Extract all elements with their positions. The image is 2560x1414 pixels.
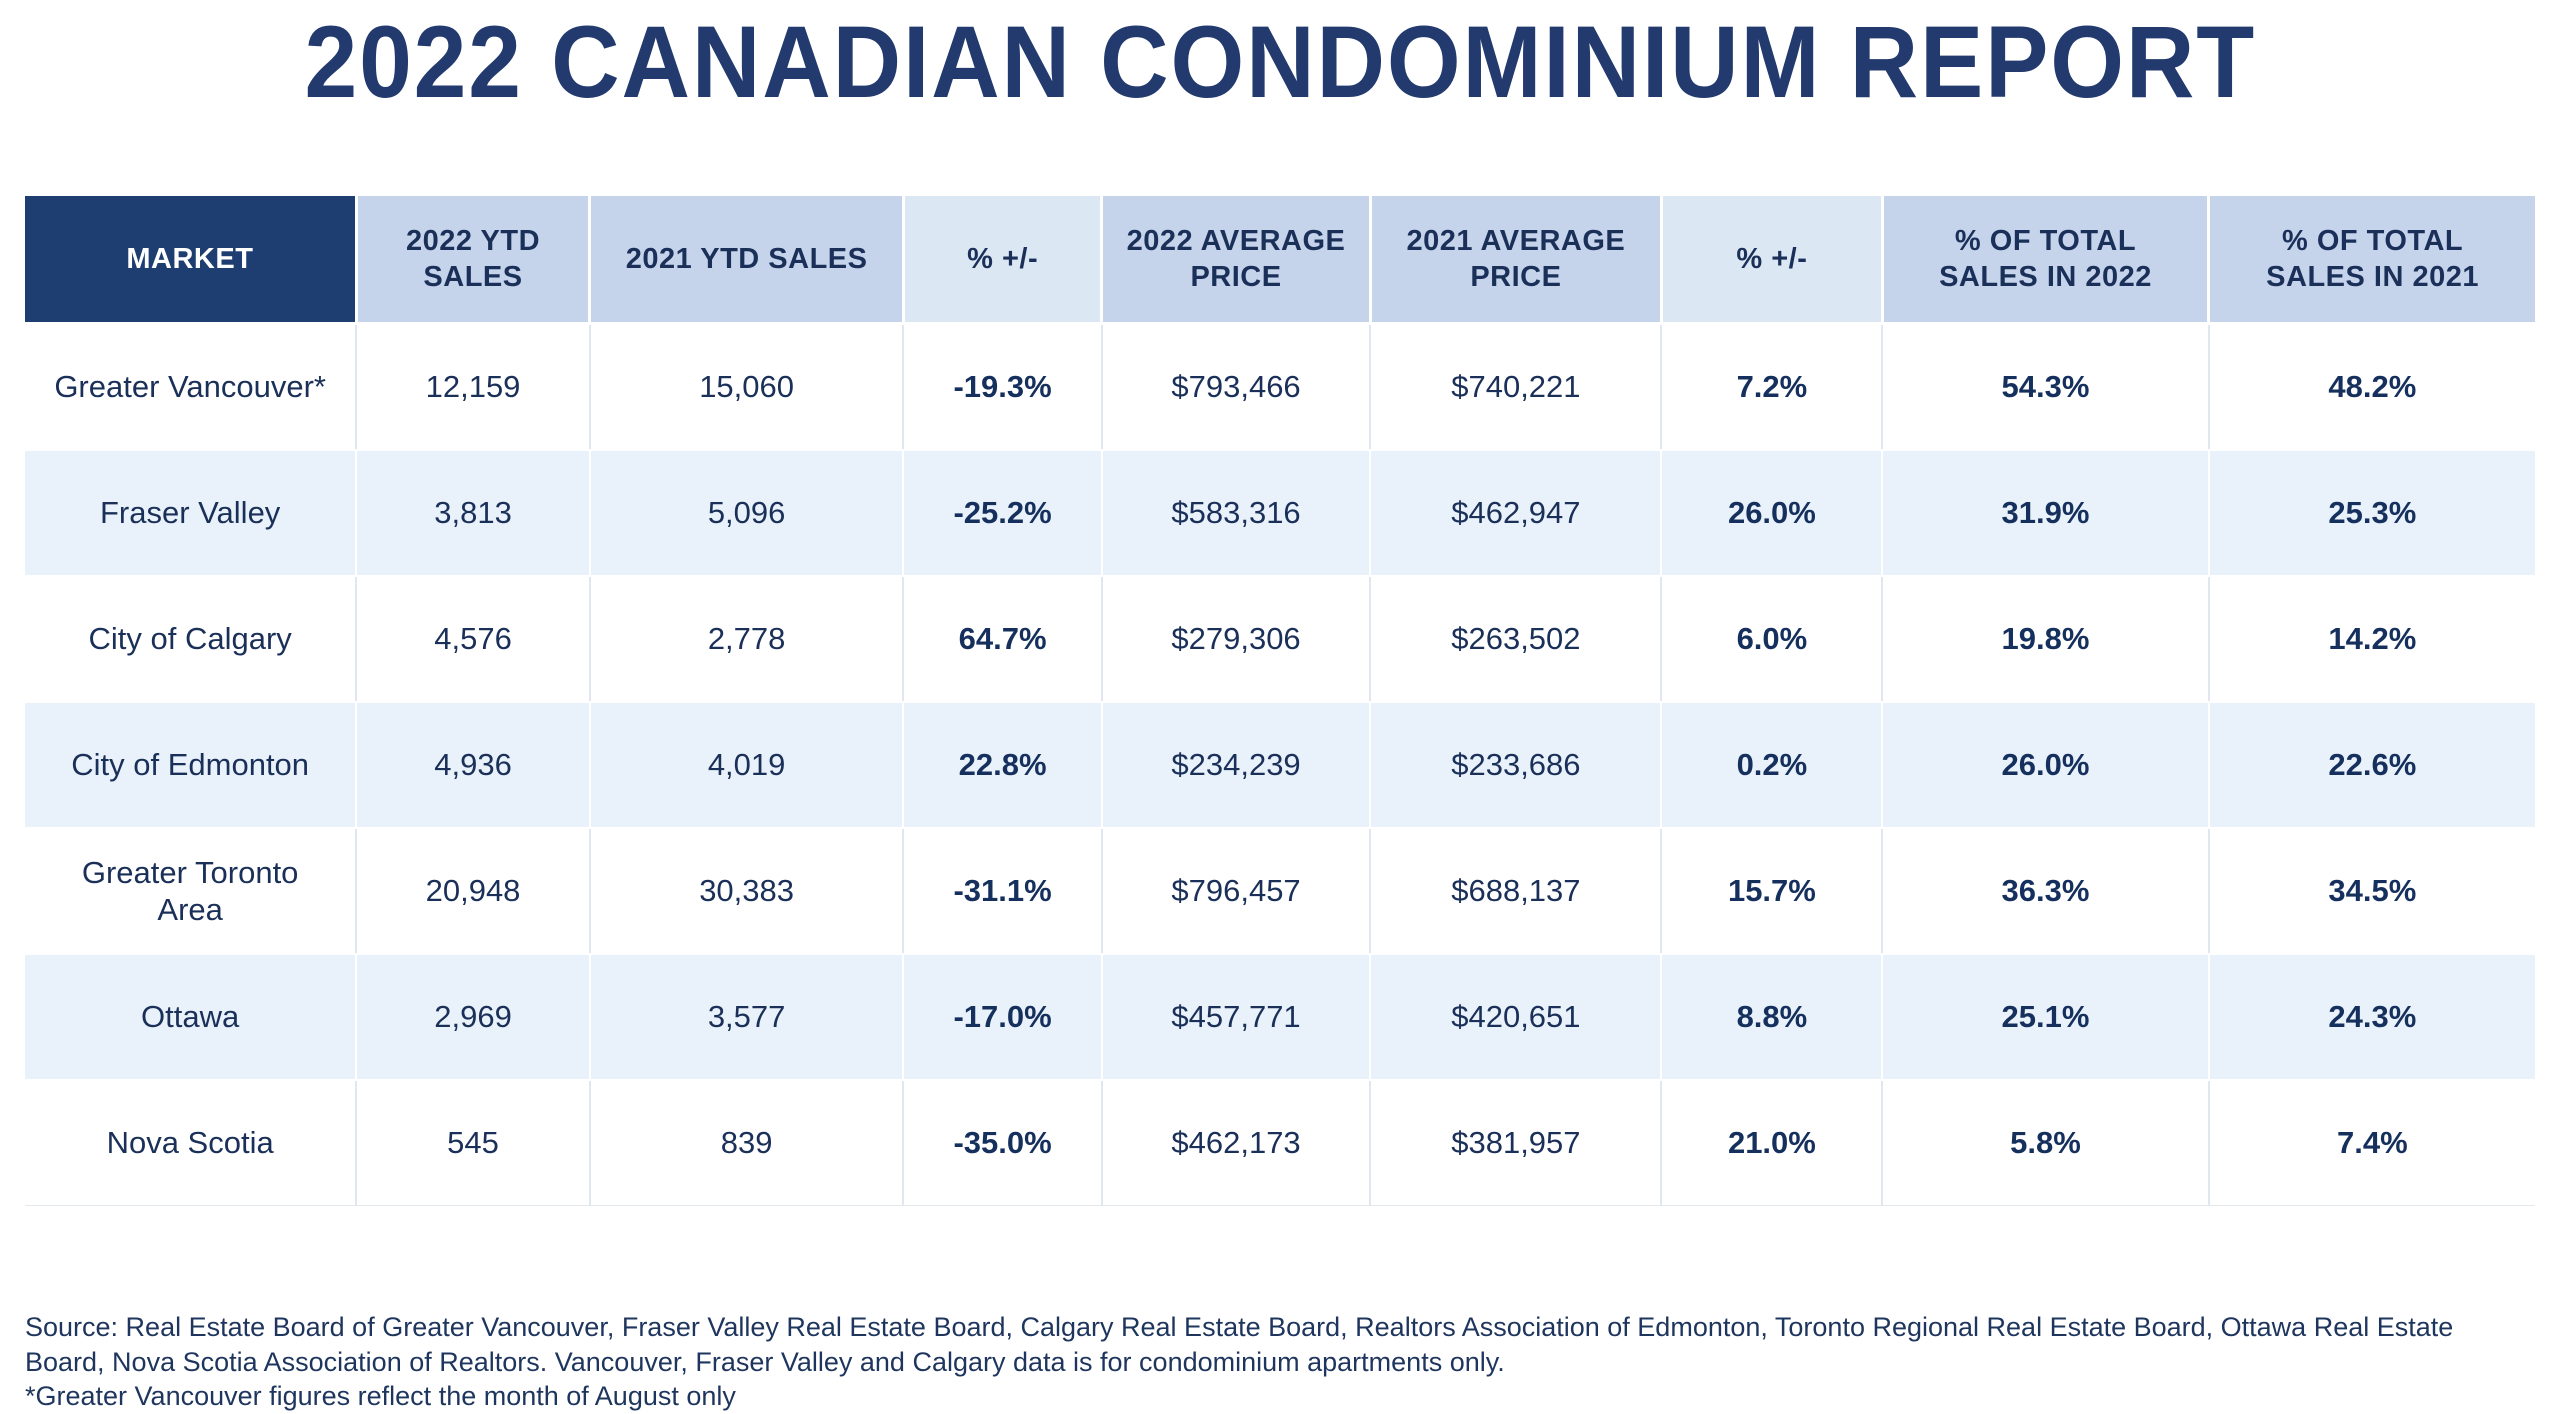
condo-report-table: MARKET 2022 YTD SALES 2021 YTD SALES% +/- 2… — [25, 196, 2535, 1206]
cell-sales2022: 4,576 — [356, 576, 591, 703]
cell-price2021: $381,957 — [1370, 1080, 1663, 1206]
cell-share2022: 31.9% — [1882, 450, 2210, 577]
cell-sales2022: 545 — [356, 1080, 591, 1206]
column-header-share2021: % OF TOTAL SALES IN 2021 — [2208, 196, 2535, 325]
cell-price2021: $462,947 — [1370, 450, 1663, 577]
cell-salesChange: -31.1% — [903, 828, 1103, 955]
table-row: City of Edmonton 4,936 4,019 22.8% $234,239 $… — [25, 702, 2535, 829]
cell-price2021: $420,651 — [1370, 954, 1663, 1081]
cell-salesChange: 64.7% — [903, 576, 1103, 703]
cell-share2021: 24.3% — [2208, 954, 2535, 1081]
cell-price2022: $796,457 — [1101, 828, 1372, 955]
cell-market: Greater Vancouver* — [25, 323, 358, 451]
cell-market: City of Edmonton — [25, 702, 358, 829]
cell-sales2021: 2,778 — [589, 576, 905, 703]
cell-share2021: 14.2% — [2208, 576, 2535, 703]
cell-sales2021: 3,577 — [589, 954, 905, 1081]
cell-sales2021: 30,383 — [589, 828, 905, 955]
table-row: Ottawa 2,969 3,577 -17.0% $457,771 $420,651 8.… — [25, 954, 2535, 1081]
cell-price2022: $583,316 — [1101, 450, 1372, 577]
cell-share2021: 48.2% — [2208, 323, 2535, 451]
cell-salesChange: -19.3% — [903, 323, 1103, 451]
cell-salesChange: -17.0% — [903, 954, 1103, 1081]
column-header-price2021: 2021 AVERAGE PRICE — [1370, 196, 1663, 325]
source-text: Source: Real Estate Board of Greater Van… — [25, 1312, 2454, 1377]
table-row: Fraser Valley 3,813 5,096 -25.2% $583,316 $46… — [25, 450, 2535, 577]
cell-sales2022: 3,813 — [356, 450, 591, 577]
cell-market: City of Calgary — [25, 576, 358, 703]
cell-priceChange: 0.2% — [1661, 702, 1884, 829]
table-row: City of Calgary 4,576 2,778 64.7% $279,306 $2… — [25, 576, 2535, 703]
column-header-market: MARKET — [25, 196, 358, 325]
cell-share2022: 54.3% — [1882, 323, 2210, 451]
cell-share2021: 22.6% — [2208, 702, 2535, 829]
cell-market: Nova Scotia — [25, 1080, 358, 1206]
cell-priceChange: 6.0% — [1661, 576, 1884, 703]
cell-price2022: $234,239 — [1101, 702, 1372, 829]
cell-price2021: $263,502 — [1370, 576, 1663, 703]
table-header-row: MARKET 2022 YTD SALES 2021 YTD SALES% +/- 2… — [25, 196, 2535, 325]
cell-price2022: $793,466 — [1101, 323, 1372, 451]
cell-market: Fraser Valley — [25, 450, 358, 577]
table-header: MARKET 2022 YTD SALES 2021 YTD SALES% +/- 2… — [25, 196, 2535, 325]
cell-sales2022: 20,948 — [356, 828, 591, 955]
table-body: Greater Vancouver* 12,159 15,060 -19.3% $793… — [25, 323, 2535, 1206]
cell-share2022: 5.8% — [1882, 1080, 2210, 1206]
footnote-text: *Greater Vancouver figures reflect the m… — [25, 1381, 736, 1412]
page-title-text: 2022 CANADIAN CONDOMINIUM REPORT — [304, 4, 2256, 119]
cell-price2022: $462,173 — [1101, 1080, 1372, 1206]
cell-sales2022: 4,936 — [356, 702, 591, 829]
cell-share2022: 36.3% — [1882, 828, 2210, 955]
cell-priceChange: 15.7% — [1661, 828, 1884, 955]
cell-price2021: $740,221 — [1370, 323, 1663, 451]
cell-priceChange: 8.8% — [1661, 954, 1884, 1081]
footer: Source: Real Estate Board of Greater Van… — [25, 1310, 2530, 1414]
cell-sales2021: 4,019 — [589, 702, 905, 829]
cell-salesChange: -35.0% — [903, 1080, 1103, 1206]
table-row: Greater Vancouver* 12,159 15,060 -19.3% $793… — [25, 323, 2535, 451]
cell-sales2022: 12,159 — [356, 323, 591, 451]
cell-priceChange: 26.0% — [1661, 450, 1884, 577]
cell-market: Greater Toronto Area — [25, 828, 358, 955]
table-row: Nova Scotia 545 839 -35.0% $462,173 $381,957 2… — [25, 1080, 2535, 1206]
cell-sales2021: 839 — [589, 1080, 905, 1206]
cell-sales2022: 2,969 — [356, 954, 591, 1081]
cell-price2021: $688,137 — [1370, 828, 1663, 955]
cell-salesChange: -25.2% — [903, 450, 1103, 577]
table-row: Greater Toronto Area 20,948 30,383 -31.1% $7… — [25, 828, 2535, 955]
cell-sales2021: 5,096 — [589, 450, 905, 577]
column-header-price2022: 2022 AVERAGE PRICE — [1101, 196, 1372, 325]
cell-share2022: 25.1% — [1882, 954, 2210, 1081]
cell-priceChange: 7.2% — [1661, 323, 1884, 451]
column-header-priceChange: % +/- — [1661, 196, 1884, 325]
cell-salesChange: 22.8% — [903, 702, 1103, 829]
column-header-sales2022: 2022 YTD SALES — [356, 196, 592, 325]
column-header-sales2021: 2021 YTD SALES — [589, 196, 905, 325]
cell-sales2021: 15,060 — [589, 323, 905, 451]
page-title: 2022 CANADIAN CONDOMINIUM REPORT — [0, 0, 2560, 119]
cell-price2021: $233,686 — [1370, 702, 1663, 829]
cell-priceChange: 21.0% — [1661, 1080, 1884, 1206]
column-header-share2022: % OF TOTAL SALES IN 2022 — [1882, 196, 2211, 325]
cell-price2022: $457,771 — [1101, 954, 1372, 1081]
cell-price2022: $279,306 — [1101, 576, 1372, 703]
column-header-salesChange: % +/- — [903, 196, 1104, 325]
cell-market: Ottawa — [25, 954, 358, 1081]
cell-share2021: 25.3% — [2208, 450, 2535, 577]
cell-share2022: 19.8% — [1882, 576, 2210, 703]
cell-share2021: 34.5% — [2208, 828, 2535, 955]
cell-share2021: 7.4% — [2208, 1080, 2535, 1206]
cell-share2022: 26.0% — [1882, 702, 2210, 829]
